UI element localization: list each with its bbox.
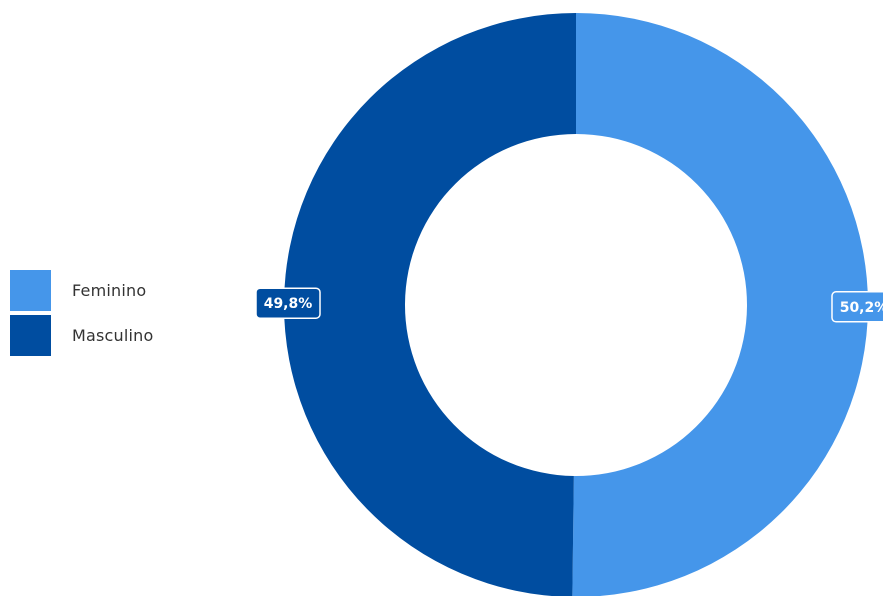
data-label-feminino: 50,2%	[831, 291, 883, 323]
legend-swatch-masculino	[10, 314, 51, 356]
data-label-masculino: 49,8%	[255, 287, 321, 319]
slice-masculino[interactable]	[284, 13, 576, 596]
data-label-box	[255, 287, 321, 319]
legend-label-masculino: Masculino	[72, 325, 154, 345]
legend-label-feminino: Feminino	[72, 280, 147, 300]
data-label-box	[831, 291, 883, 323]
data-label-text: 50,2%	[840, 300, 883, 316]
legend-item-feminino[interactable]: Feminino	[10, 269, 154, 311]
legend-item-masculino[interactable]: Masculino	[10, 314, 154, 356]
data-label-text: 49,8%	[264, 296, 313, 312]
legend-swatch-feminino	[10, 269, 51, 311]
slice-feminino[interactable]	[572, 13, 868, 596]
legend: Feminino Masculino	[10, 269, 154, 359]
